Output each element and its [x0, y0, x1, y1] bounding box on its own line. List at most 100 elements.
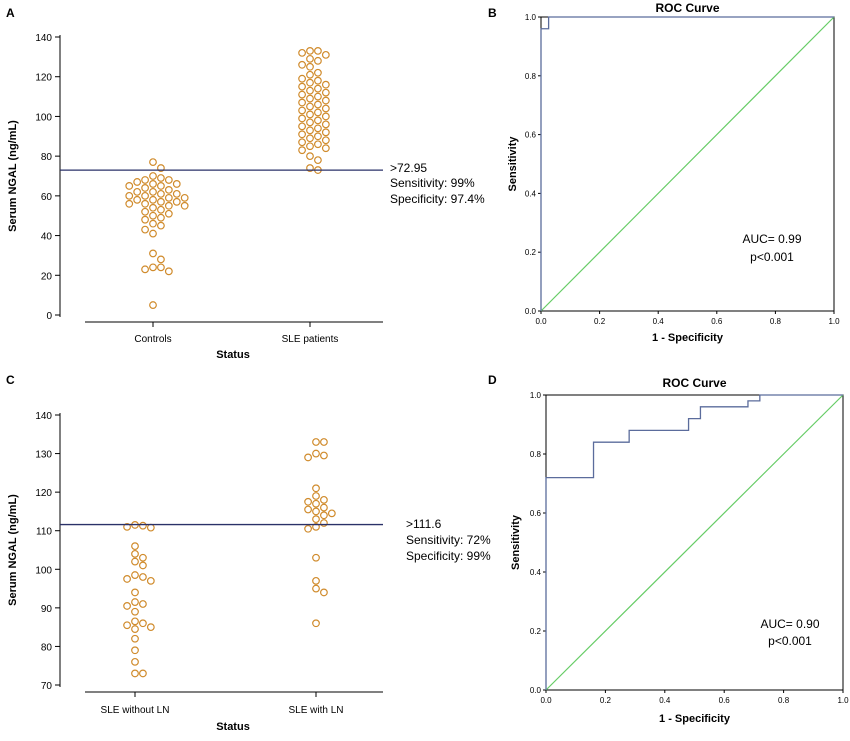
data-point — [131, 634, 139, 643]
chart-c-x-axis-label: Status — [216, 721, 250, 733]
data-point — [314, 116, 322, 125]
data-point — [131, 571, 139, 579]
data-point — [149, 301, 157, 309]
y-tick-label: 1.0 — [525, 13, 537, 22]
data-point — [298, 106, 306, 115]
data-point — [321, 144, 330, 153]
data-point — [123, 602, 131, 610]
data-point — [304, 524, 312, 533]
chart-a: 0 20 40 60 80 100 120 140 Controls SLE patients… — [7, 33, 485, 361]
data-point — [306, 94, 314, 103]
chart-c-specificity-label: Specificity: 99% — [406, 549, 491, 563]
data-point — [149, 263, 157, 272]
data-point — [306, 47, 314, 55]
chart-a-sensitivity-label: Sensitivity: 99% — [390, 176, 475, 190]
data-point — [131, 549, 139, 558]
data-point — [298, 114, 306, 123]
y-tick-label: 70 — [41, 681, 53, 692]
y-tick-label: 80 — [41, 642, 53, 653]
data-point — [314, 56, 322, 65]
chart-d-ticks: 0.0 0.2 0.4 0.6 0.8 1.0 0.0 0.2 0.4 0.6 0.8 1.0 — [530, 391, 849, 705]
data-point — [306, 70, 314, 79]
data-point — [149, 219, 157, 228]
data-point — [149, 158, 157, 167]
y-tick-label: 1.0 — [530, 391, 542, 400]
chart-a-category-label-1: SLE patients — [282, 334, 339, 345]
chart-d-p-value-label: p<0.001 — [768, 634, 812, 648]
x-tick-label: 0.8 — [770, 317, 782, 326]
y-tick-label: 0.4 — [530, 568, 542, 577]
data-point — [304, 497, 312, 506]
data-point — [149, 195, 157, 204]
data-point — [321, 120, 330, 129]
chart-c-sensitivity-label: Sensitivity: 72% — [406, 533, 491, 547]
y-tick-label: 0.8 — [530, 450, 542, 459]
chart-d-reference-line — [545, 394, 844, 691]
data-point — [314, 108, 322, 117]
data-point — [298, 130, 306, 139]
data-point — [131, 657, 139, 666]
data-point — [131, 607, 139, 616]
data-point — [298, 74, 306, 83]
data-point — [320, 438, 328, 446]
data-point — [139, 600, 147, 608]
data-point — [312, 492, 320, 500]
y-tick-label: 0.6 — [530, 509, 542, 518]
data-point — [164, 176, 173, 184]
data-point — [321, 104, 330, 113]
data-point — [314, 156, 322, 165]
data-point — [312, 507, 320, 516]
data-point — [164, 267, 173, 276]
data-point — [164, 209, 173, 218]
chart-b-ticks: 0.0 0.2 0.4 0.6 0.8 1.0 0.0 0.2 0.4 0.6 0.8 1.0 — [525, 13, 840, 326]
x-tick-label: 0.8 — [778, 696, 790, 705]
data-point — [314, 92, 322, 101]
data-point — [312, 438, 320, 446]
data-point — [123, 621, 131, 630]
data-point — [123, 575, 131, 583]
chart-d-x-axis-label: 1 - Specificity — [659, 713, 731, 725]
data-point — [141, 184, 149, 192]
data-point — [139, 521, 147, 530]
data-point — [298, 122, 306, 131]
data-point — [298, 60, 306, 69]
data-point — [304, 505, 312, 514]
chart-a-x-axis-label: Status — [216, 349, 250, 361]
data-point — [320, 503, 328, 512]
data-point — [157, 182, 165, 190]
data-point — [306, 78, 314, 87]
data-point — [141, 176, 149, 184]
y-tick-label: 90 — [41, 604, 53, 615]
data-point — [172, 180, 181, 188]
y-tick-label: 120 — [35, 73, 52, 84]
data-point — [172, 197, 181, 206]
data-point — [125, 191, 134, 200]
data-point — [157, 213, 165, 222]
data-point — [314, 124, 322, 133]
data-point — [298, 48, 306, 57]
chart-d-roc-curve — [545, 394, 843, 690]
data-point — [131, 598, 139, 606]
y-tick-label: 20 — [41, 271, 53, 282]
y-tick-label: 0.8 — [525, 72, 537, 81]
chart-d: 0.0 0.2 0.4 0.6 0.8 1.0 0.0 0.2 0.4 0.6 0.8 1.0 ROC… — [510, 376, 849, 725]
data-point — [306, 110, 314, 119]
chart-d-y-axis-label: Sensitivity — [510, 514, 522, 570]
data-point — [312, 576, 320, 585]
y-tick-label: 80 — [41, 152, 53, 163]
data-point — [133, 178, 142, 186]
data-point — [131, 646, 139, 655]
chart-a-cutoff-label: >72.95 — [390, 161, 427, 175]
data-point — [306, 102, 314, 111]
chart-d-auc-label: AUC= 0.90 — [760, 617, 819, 631]
x-tick-label: 0.6 — [719, 696, 731, 705]
data-point — [123, 522, 131, 531]
data-point — [141, 199, 149, 208]
data-point — [321, 50, 330, 59]
data-point — [149, 187, 157, 196]
data-point — [304, 453, 312, 462]
data-point — [149, 172, 157, 180]
chart-b-roc-curve — [540, 16, 834, 311]
x-tick-label: 0.2 — [600, 696, 612, 705]
chart-b-reference-line — [540, 16, 835, 312]
